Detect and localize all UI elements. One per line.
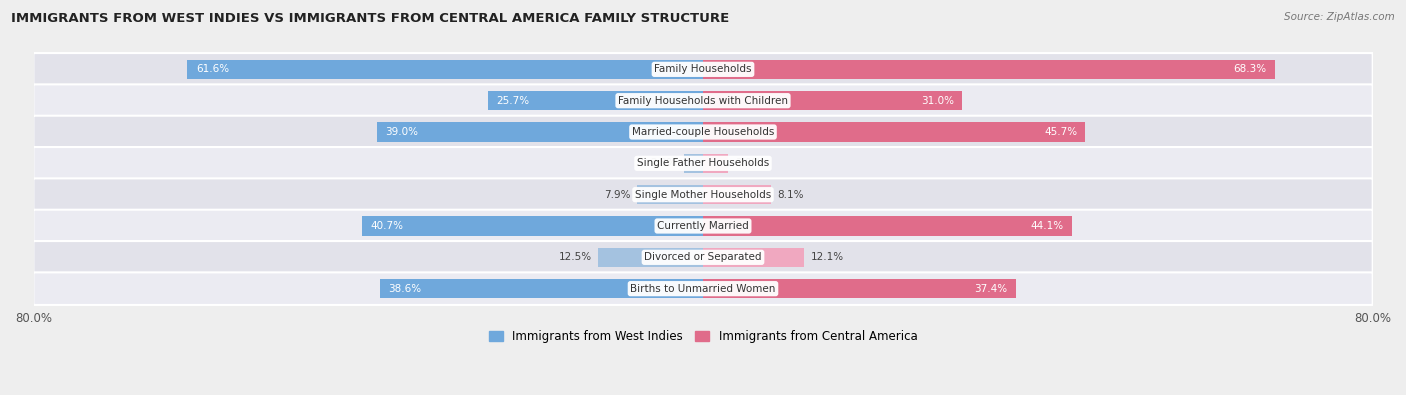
Text: Married-couple Households: Married-couple Households [631,127,775,137]
Text: 44.1%: 44.1% [1031,221,1064,231]
Bar [703,91,963,110]
Text: 8.1%: 8.1% [778,190,804,199]
Bar [380,279,703,298]
Bar [703,248,804,267]
Text: 25.7%: 25.7% [496,96,530,106]
Text: 7.9%: 7.9% [603,190,630,199]
Text: Family Households: Family Households [654,64,752,74]
Text: Births to Unmarried Women: Births to Unmarried Women [630,284,776,293]
Bar [599,248,703,267]
Text: Single Mother Households: Single Mother Households [636,190,770,199]
Bar [683,154,703,173]
FancyBboxPatch shape [34,53,1372,86]
Text: 40.7%: 40.7% [371,221,404,231]
Bar [488,91,703,110]
FancyBboxPatch shape [34,241,1372,274]
Text: 3.0%: 3.0% [735,158,761,168]
Bar [377,122,703,142]
Text: 45.7%: 45.7% [1045,127,1077,137]
Text: 38.6%: 38.6% [388,284,422,293]
Text: IMMIGRANTS FROM WEST INDIES VS IMMIGRANTS FROM CENTRAL AMERICA FAMILY STRUCTURE: IMMIGRANTS FROM WEST INDIES VS IMMIGRANT… [11,12,730,25]
Bar [637,185,703,204]
FancyBboxPatch shape [34,116,1372,148]
Bar [703,60,1275,79]
Text: Single Father Households: Single Father Households [637,158,769,168]
Text: 39.0%: 39.0% [385,127,418,137]
Bar [703,154,728,173]
Text: 2.3%: 2.3% [651,158,678,168]
Bar [703,122,1085,142]
FancyBboxPatch shape [34,210,1372,242]
Text: 12.1%: 12.1% [811,252,844,262]
Text: 68.3%: 68.3% [1233,64,1267,74]
Text: Source: ZipAtlas.com: Source: ZipAtlas.com [1284,12,1395,22]
Text: Family Households with Children: Family Households with Children [619,96,787,106]
Bar [187,60,703,79]
FancyBboxPatch shape [34,273,1372,305]
FancyBboxPatch shape [34,179,1372,211]
Text: 31.0%: 31.0% [921,96,955,106]
Text: Currently Married: Currently Married [657,221,749,231]
Legend: Immigrants from West Indies, Immigrants from Central America: Immigrants from West Indies, Immigrants … [484,325,922,348]
Text: 12.5%: 12.5% [558,252,592,262]
FancyBboxPatch shape [34,147,1372,180]
Text: 37.4%: 37.4% [974,284,1008,293]
Bar [703,216,1071,236]
Bar [363,216,703,236]
Bar [703,185,770,204]
Text: 61.6%: 61.6% [195,64,229,74]
Bar [703,279,1017,298]
Text: Divorced or Separated: Divorced or Separated [644,252,762,262]
FancyBboxPatch shape [34,85,1372,117]
